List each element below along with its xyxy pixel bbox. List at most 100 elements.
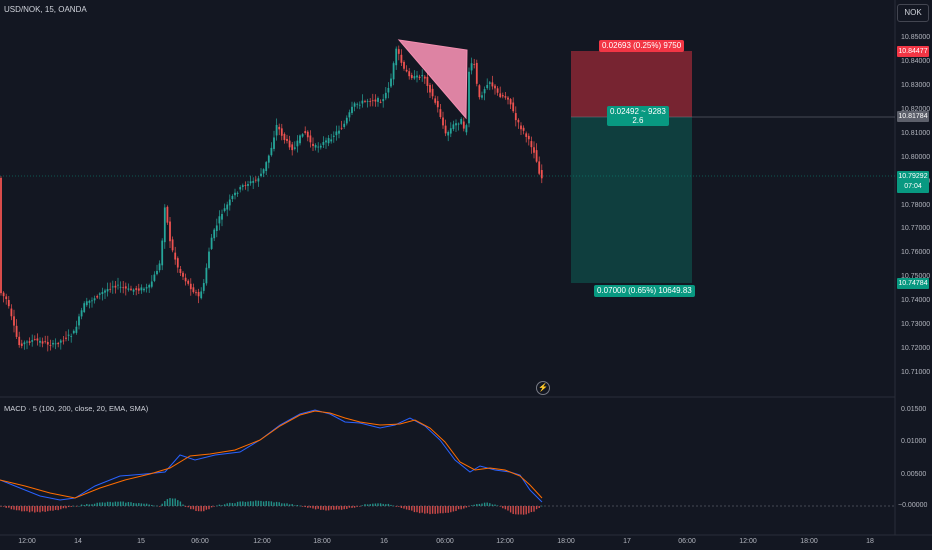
candle-body	[189, 283, 192, 290]
candle-body	[202, 282, 205, 291]
macd-histogram-bar	[156, 505, 158, 507]
macd-histogram-bar	[504, 506, 507, 510]
macd-histogram-bar	[533, 506, 535, 512]
macd-histogram-bar	[231, 503, 234, 506]
candle-body	[132, 289, 135, 292]
candle-body	[218, 216, 221, 224]
macd-histogram-bar	[431, 506, 434, 514]
lightning-icon[interactable]: ⚡	[536, 381, 550, 395]
candle-body	[481, 95, 483, 98]
candle-body	[213, 229, 216, 239]
candle-body	[286, 138, 288, 141]
current-price-tag: 10.79292 07:04	[897, 171, 929, 193]
macd-histogram-bar	[294, 505, 296, 507]
candle-body	[405, 69, 408, 72]
candle-body	[330, 139, 333, 142]
candle-body	[486, 84, 489, 89]
candle-body	[0, 177, 2, 294]
price-tick: 10.71000	[901, 369, 931, 376]
macd-histogram-bar	[34, 506, 36, 513]
macd-histogram-bar	[385, 504, 387, 506]
candle-body	[257, 178, 260, 182]
candle-body	[306, 131, 309, 138]
macd-histogram-bar	[138, 503, 140, 506]
macd-histogram-bar	[169, 498, 171, 506]
time-tick: 18:00	[800, 538, 818, 545]
price-tick: 10.76000	[901, 249, 931, 257]
macd-histogram-bar	[356, 506, 358, 507]
price-tick: 10.78000	[901, 201, 931, 209]
macd-histogram-bar	[450, 506, 452, 513]
candle-body	[13, 316, 15, 326]
candle-body	[65, 337, 67, 339]
candle-body	[319, 145, 322, 148]
macd-histogram-bar	[213, 506, 215, 507]
macd-histogram-bar	[525, 506, 527, 515]
candle-body	[322, 142, 325, 145]
candle-body	[473, 64, 476, 65]
candle-body	[421, 75, 424, 77]
macd-histogram-bar	[374, 503, 377, 506]
macd-tick: 0.01000	[901, 438, 927, 445]
macd-histogram-bar	[221, 505, 223, 506]
candle-body	[130, 288, 132, 290]
macd-histogram-bar	[398, 506, 400, 507]
candle-body	[369, 101, 372, 103]
candle-body	[208, 251, 210, 268]
macd-histogram-bar	[457, 506, 460, 510]
time-tick: 17	[623, 538, 631, 545]
macd-histogram-bar	[62, 506, 65, 509]
candle-body	[507, 97, 509, 100]
candle-body	[452, 124, 455, 130]
macd-title: MACD · 5 (100, 200, close, 20, EMA, SMA)	[4, 404, 149, 413]
candle-body	[67, 334, 70, 336]
candle-body	[192, 287, 195, 293]
currency-button[interactable]: NOK	[897, 4, 929, 22]
candle-body	[535, 150, 538, 162]
macd-histogram-bar	[96, 502, 98, 506]
macd-histogram-bar	[299, 505, 301, 507]
macd-histogram-bar	[182, 504, 184, 506]
macd-histogram-bar	[203, 506, 205, 512]
macd-histogram-bar	[522, 506, 525, 515]
time-tick: 18	[866, 538, 874, 545]
macd-histogram-bar	[515, 506, 517, 515]
macd-histogram-bar	[54, 506, 57, 510]
candle-body	[226, 204, 229, 210]
candle-body	[504, 96, 507, 98]
time-tick: 06:00	[678, 538, 696, 545]
candle-body	[135, 288, 138, 290]
candle-body	[335, 131, 338, 136]
candle-body	[171, 239, 174, 251]
candle-body	[345, 117, 348, 124]
macd-histogram-bar	[309, 506, 312, 508]
candle-body	[119, 286, 122, 288]
candle-body	[527, 135, 530, 140]
macd-histogram-bar	[28, 506, 31, 513]
candle-body	[41, 341, 44, 344]
candle-body	[483, 89, 486, 94]
time-tick: 18:00	[313, 538, 331, 545]
macd-histogram-bar	[119, 501, 122, 506]
candle-body	[244, 185, 247, 186]
candle-body	[145, 287, 148, 289]
macd-line	[0, 409, 543, 503]
macd-histogram-bar	[184, 506, 187, 507]
candle-body	[158, 263, 161, 271]
price-tick: 10.80000	[901, 153, 931, 161]
macd-histogram-bar	[517, 506, 520, 515]
macd-histogram-bar	[39, 506, 41, 513]
candle-body	[496, 88, 499, 93]
macd-histogram-bar	[528, 506, 530, 514]
macd-histogram-bar	[439, 506, 442, 514]
macd-histogram-bar	[460, 506, 462, 510]
time-tick: 15	[137, 538, 145, 545]
candle-body	[187, 280, 190, 284]
macd-histogram-bar	[86, 504, 88, 506]
price-tick: 10.84000	[901, 57, 931, 65]
macd-histogram-bar	[465, 506, 468, 508]
macd-histogram-bar	[442, 506, 444, 514]
macd-histogram-bar	[416, 506, 418, 513]
macd-histogram-bar	[67, 506, 70, 508]
